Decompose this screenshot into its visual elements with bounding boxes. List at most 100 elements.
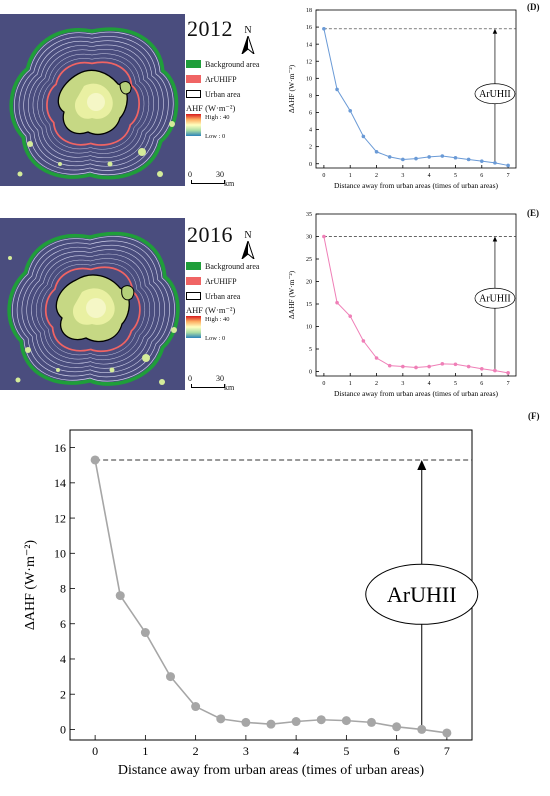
plot-frame [315, 213, 517, 377]
data-point [361, 134, 366, 139]
chart-e-svg: 0 1 2 3 4 5 6 7 0 5 10 15 20 25 30 35 Distance away from… [287, 212, 517, 398]
data-point [140, 628, 150, 638]
y-tick-label: 14 [54, 476, 66, 490]
y-tick-label: 14 [306, 42, 312, 48]
chart-d: 0 1 2 3 4 5 6 7 0 2 4 6 8 10 12 14 16 18 Distance away fro… [284, 2, 520, 192]
urban-swatch [186, 292, 201, 300]
data-point [361, 339, 366, 343]
arrow-head [492, 236, 498, 242]
ahf-map-2016-image [0, 218, 185, 390]
ahf-ramp-bar [186, 316, 201, 338]
legend-label: Background area [205, 59, 260, 69]
annotation-ellipse [474, 287, 516, 309]
x-tick-label: 0 [92, 744, 98, 758]
y-tick-label: 10 [306, 76, 312, 82]
legend-item-background: Background area [186, 260, 276, 272]
legend-item-arfp: ArUHIFP [186, 73, 276, 85]
ramp-low-label: Low : 0 [205, 335, 226, 342]
y-tick-label: 2 [309, 145, 312, 151]
y-tick-label: 16 [306, 25, 312, 31]
x-tick-label: 0 [322, 381, 325, 387]
arfp-ring [46, 61, 140, 146]
x-tick-label: 2 [375, 381, 378, 387]
data-point [216, 714, 226, 724]
x-axis-label: Distance away from urban areas (times of… [334, 389, 499, 398]
y-tick-label: 10 [54, 546, 66, 560]
scale-distance: 30 [216, 374, 224, 383]
data-point [401, 157, 405, 162]
y-tick-label: 4 [60, 652, 66, 666]
background-swatch [186, 60, 201, 68]
data-point [367, 717, 376, 727]
y-tick-label: 18 [306, 8, 312, 14]
y-axis-label: ΔAHF (W·m⁻²) [287, 270, 296, 319]
y-tick-label: 12 [306, 59, 312, 65]
data-point [453, 155, 458, 160]
x-tick-label: 3 [401, 173, 404, 179]
annotation-ellipse [365, 563, 479, 625]
north-label: N [244, 230, 252, 241]
data-point [374, 149, 379, 154]
data-point [335, 87, 339, 92]
legend-label: Background area [205, 261, 260, 271]
hotspots [17, 121, 175, 177]
y-tick-label: 35 [306, 212, 312, 218]
x-tick-label: 6 [480, 381, 483, 387]
ahf-legend-title: AHF (W·m⁻²) [186, 103, 236, 113]
arfp-swatch [186, 75, 201, 83]
data-point [506, 163, 510, 168]
y-tick-label: 30 [306, 235, 312, 241]
annotation-label: ArUHII [479, 294, 511, 305]
y-tick-label: 15 [306, 302, 312, 308]
data-point [414, 156, 418, 161]
background-area-ring [9, 27, 179, 180]
data-point [374, 356, 379, 360]
ahf-legend-title: AHF (W·m⁻²) [186, 305, 236, 315]
x-tick-label: 1 [142, 744, 148, 758]
x-tick-label: 7 [507, 173, 510, 179]
panel-label-d: (D) [527, 2, 540, 12]
plot-frame [315, 9, 517, 169]
panel-label-e: (E) [527, 208, 539, 218]
data-point [387, 155, 392, 159]
scale-zero: 0 [188, 170, 192, 179]
data-point [341, 716, 351, 726]
x-tick-label: 6 [394, 744, 400, 758]
ahf-color-ramp: High : 40 Low : 0 [186, 316, 276, 342]
x-tick-label: 7 [507, 381, 510, 387]
background-area-ring [7, 231, 180, 386]
urban-swatch [186, 90, 201, 98]
data-point [115, 591, 125, 601]
y-tick-label: 16 [54, 441, 66, 455]
x-axis-label: Distance away from urban areas (times of… [334, 181, 499, 190]
y-tick-label: 8 [309, 94, 312, 100]
data-point [414, 365, 418, 370]
data-point [348, 314, 353, 318]
data-point [427, 364, 431, 369]
data-point [493, 161, 497, 165]
north-arrow-icon: N [238, 25, 258, 57]
annotation-label: ArUHII [479, 89, 511, 100]
data-point [241, 717, 251, 727]
north-arrow-glyph [240, 34, 256, 56]
x-tick-label: 5 [343, 744, 349, 758]
map-legend-2012: Background area ArUHIFP Urban area AHF (… [186, 58, 276, 143]
data-point [90, 455, 100, 465]
urban-core [55, 274, 135, 343]
y-tick-label: 10 [306, 325, 312, 331]
y-tick-label: 0 [309, 370, 312, 376]
x-tick-label: 7 [444, 744, 450, 758]
data-point [442, 728, 452, 738]
y-axis-label: ΔAHF (W·m⁻²) [287, 64, 296, 113]
north-arrow-glyph [240, 239, 256, 261]
buffer-rings [14, 31, 174, 175]
ahf-ramp-bar [186, 114, 201, 136]
legend-item-urban: Urban area [186, 88, 276, 100]
buffer-rings [12, 236, 175, 382]
ramp-high-label: High : 40 [205, 114, 230, 121]
x-tick-label: 1 [349, 381, 352, 387]
map-year-2016: 2016 [187, 222, 233, 247]
hotspots [8, 256, 177, 385]
